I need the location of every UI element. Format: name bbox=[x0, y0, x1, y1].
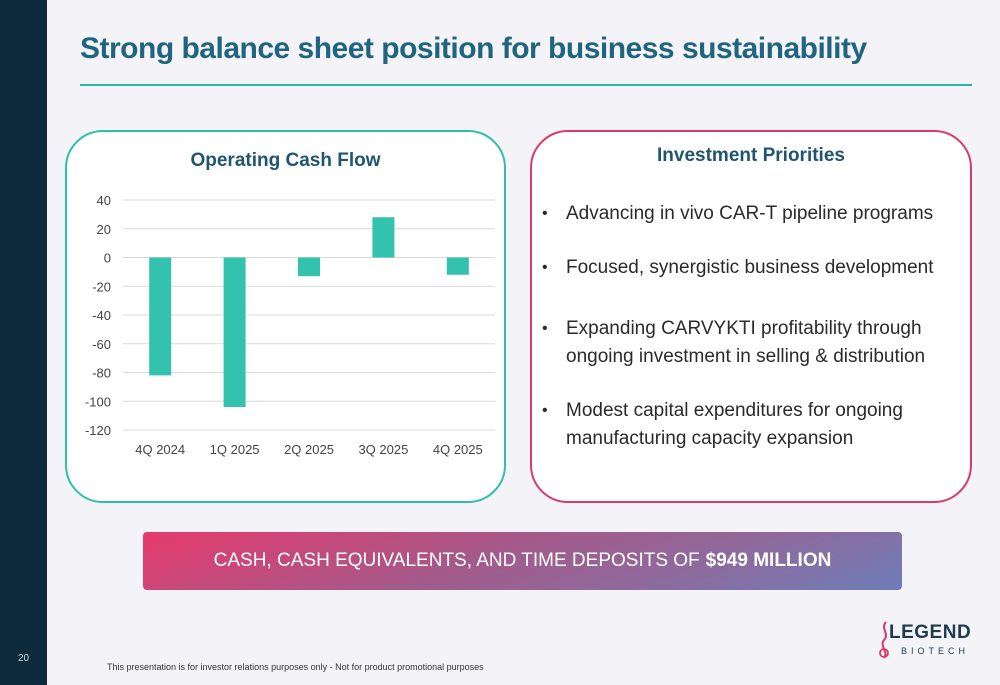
legend-biotech-logo: LEGEND BIOTECH bbox=[877, 620, 971, 665]
priority-item-text: Expanding CARVYKTI profitability through… bbox=[566, 318, 926, 367]
logo-sub: BIOTECH bbox=[901, 646, 970, 656]
footer-disclaimer: This presentation is for investor relati… bbox=[107, 662, 484, 672]
operating-cash-flow-chart: 40 20 0 -20 -40 -60 -80 -100 -120 4Q 2024 1Q 2025 2… bbox=[85, 193, 495, 457]
y-tick-label: 20 bbox=[97, 222, 111, 237]
x-tick-label: 3Q 2025 bbox=[358, 442, 408, 457]
y-tick-label: -100 bbox=[85, 394, 111, 409]
y-tick-label: -120 bbox=[85, 423, 111, 438]
y-tick-label: -80 bbox=[92, 366, 111, 381]
bullet-icon: • bbox=[542, 205, 548, 222]
bar bbox=[372, 217, 395, 258]
left-sidebar bbox=[0, 0, 47, 685]
priority-item: • Focused, synergistic business developm… bbox=[542, 254, 962, 282]
priority-item: • Expanding CARVYKTI profitability throu… bbox=[542, 315, 962, 371]
priority-item-text: Advancing in vivo CAR-T pipeline program… bbox=[566, 203, 934, 224]
priority-item-text: Focused, synergistic business developmen… bbox=[566, 257, 934, 278]
y-tick-label: 0 bbox=[104, 251, 111, 266]
bar bbox=[446, 257, 469, 275]
dna-strand-icon bbox=[879, 621, 889, 659]
bullet-icon: • bbox=[542, 320, 548, 337]
bullet-icon: • bbox=[542, 402, 548, 419]
operating-cash-flow-card: Operating Cash Flow 40 20 0 -20 -40 -60 -80 -10… bbox=[65, 130, 506, 503]
x-tick-label: 2Q 2025 bbox=[284, 442, 334, 457]
priority-item-text: Modest capital expenditures for ongoing … bbox=[566, 400, 903, 449]
bullet-icon: • bbox=[542, 259, 548, 276]
priority-item: • Modest capital expenditures for ongoin… bbox=[542, 397, 962, 453]
bar bbox=[298, 257, 320, 277]
investment-priorities-card: Investment Priorities • Advancing in viv… bbox=[530, 130, 972, 503]
bar bbox=[149, 257, 172, 376]
x-tick-label: 4Q 2025 bbox=[433, 442, 483, 457]
logo-word: LEGEND bbox=[889, 622, 972, 643]
priority-item: • Advancing in vivo CAR-T pipeline progr… bbox=[542, 200, 962, 228]
y-tick-label: -20 bbox=[92, 279, 111, 294]
slide-title: Strong balance sheet position for busine… bbox=[80, 32, 867, 65]
bar bbox=[223, 257, 246, 407]
cash-banner: CASH, CASH EQUIVALENTS, AND TIME DEPOSIT… bbox=[143, 532, 902, 590]
title-divider bbox=[80, 84, 972, 86]
banner-amount: $949 MILLION bbox=[705, 550, 832, 571]
y-tick-label: 40 bbox=[97, 193, 111, 208]
chart-title: Operating Cash Flow bbox=[190, 150, 381, 171]
banner-text: CASH, CASH EQUIVALENTS, AND TIME DEPOSIT… bbox=[213, 550, 700, 571]
x-tick-label: 4Q 2024 bbox=[135, 442, 185, 457]
x-tick-label: 1Q 2025 bbox=[210, 442, 260, 457]
page-number: 20 bbox=[17, 653, 30, 664]
priorities-title: Investment Priorities bbox=[657, 145, 845, 166]
y-tick-label: -40 bbox=[92, 308, 111, 323]
y-tick-label: -60 bbox=[92, 337, 111, 352]
